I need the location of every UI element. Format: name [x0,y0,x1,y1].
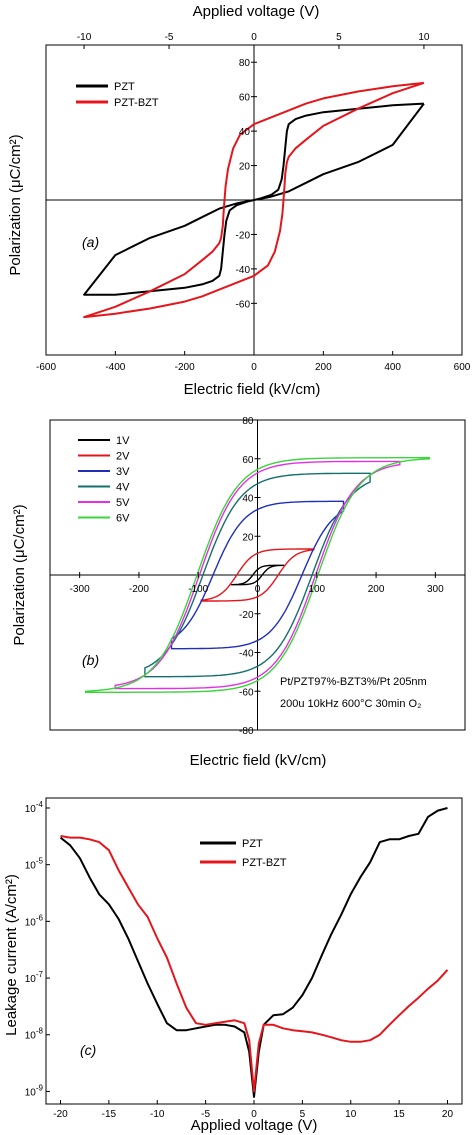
panel-b-series-loop-3v [170,500,345,650]
panel-b-y-tick-label: -40 [239,649,254,660]
panel-c-x-tick-label: -10 [150,1109,165,1120]
panel-b-series [84,457,431,693]
panel-a-y-tick-label: -20 [236,230,251,241]
panel-b-y-tick-label: 60 [242,455,254,466]
panel-c-y-tick-label: 10-6 [25,913,44,928]
panel-b-y-tick-label: -80 [239,726,254,737]
panel-a-label: (a) [82,234,99,250]
panel-a-x-tick-label: 0 [251,362,257,373]
panel-a-y-tick-label: 20 [239,162,251,173]
panel-b-y-ticks: -80 -60 -40 -20 20 40 60 80 [239,416,261,737]
panel-b-legend-label-4v: 4V [116,482,130,494]
panel-b-legend-label-1v: 1V [116,435,130,447]
panel-c-y-ticks: 10-9 10-8 10-7 10-6 10-5 10-4 [25,800,50,1098]
panel-b-x-ticks: -300 -200 -100 0 100 200 300 [70,572,444,595]
panel-b-y-tick-label: -20 [239,610,254,621]
panel-b-x-axis-label: Electric field (kV/cm) [190,752,327,769]
panel-c-y-tick-label: 10-9 [25,1083,44,1098]
panel-b-y-tick-label: 40 [242,494,254,505]
panel-b-x-tick-label: 300 [427,584,444,595]
panel-b-legend-label-3v: 3V [116,466,130,478]
panel-a-y-ticks: -60 -40 -20 20 40 60 80 [236,58,257,310]
panel-b-y-axis-label: Polarization (μC/cm²) [11,504,28,645]
panel-c-y-axis-label: Leakage current (A/cm²) [3,874,20,1036]
panel-c-y-tick-label: 10-4 [25,800,44,815]
panel-a-y-axis-label: Polarization (μC/cm²) [7,134,24,275]
panel-a-top-tick-label: -5 [165,32,174,43]
panel-b-x-tick-label: -200 [129,584,149,595]
panel-b-x-tick-label: 0 [255,584,261,595]
panel-b-series-loop-1v [230,564,285,586]
panel-c-legend-label-pzt-bzt: PZT-BZT [242,857,287,869]
panel-a-x-tick-label: -200 [175,362,195,373]
panel-a-x-ticks: -600 -400 -200 0 200 400 600 [36,351,471,373]
panel-c-legend-label-pzt: PZT [242,838,263,850]
panel-c-series-line-pzt-bzt [60,835,449,1093]
panel-c-series [59,807,449,1098]
panel-b-x-tick-label: 100 [308,584,325,595]
panel-a-y-tick-label: -60 [236,299,251,310]
panel-b-annotation-line-1: Pt/PZT97%-BZT3%/Pt 205nm [280,676,427,688]
panel-c-series-line-pzt [59,807,448,1098]
panel-b-x-tick-label: -300 [70,584,90,595]
panel-a-x-tick-label: -400 [105,362,125,373]
panel-a-y-tick-label: 60 [239,93,251,104]
panel-a-legend-label-pzt-bzt: PZT-BZT [114,97,159,109]
panel-b: -300 -200 -100 0 100 200 300 -80 -60 -40 -20 20 40 6… [11,416,466,769]
panel-a-x-tick-label: 200 [315,362,332,373]
panel-a-legend: PZT PZT-BZT [76,81,159,109]
panel-a-top-tick-label: -10 [77,32,92,43]
panel-c-x-tick-label: -5 [201,1109,210,1120]
panel-a-top-tick-label: 5 [336,32,342,43]
panel-b-legend-label-5v: 5V [116,497,130,509]
panel-a-x-tick-label: 600 [454,362,471,373]
panel-a-series-line-pzt-bzt [83,81,425,319]
panel-a-series [83,81,425,319]
panel-c-x-tick-label: -15 [102,1109,117,1120]
panel-b-series-loop-6v [84,457,431,693]
panel-c-x-tick-label: 15 [394,1109,406,1120]
panel-c-y-tick-label: 10-7 [25,970,44,985]
panel-a-x-tick-label: 400 [384,362,401,373]
panel-b-legend: 1V 2V 3V 4V 5V 6V [78,435,130,525]
panel-c-x-tick-label: 0 [251,1109,257,1120]
panel-c-y-tick-label: 10-8 [25,1027,44,1042]
panel-b-y-tick-label: 20 [242,532,254,543]
panel-c-x-ticks: -20 -15 -10 -5 0 5 10 15 20 [53,1100,453,1120]
panel-a-y-tick-label: -40 [236,265,251,276]
panel-c-x-tick-label: 10 [345,1109,357,1120]
panel-a: -600 -400 -200 0 200 400 600 -10 -5 0 5 10 -60-40-… [7,3,471,398]
panel-a-y-tick-label: 40 [239,127,251,138]
panel-b-legend-label-2v: 2V [116,451,130,463]
panel-c-x-tick-label: -20 [53,1109,68,1120]
panel-b-label: (b) [82,652,99,668]
panel-b-x-tick-label: 200 [368,584,385,595]
panel-b-y-tick-label: -60 [239,687,254,698]
panel-c-label: (c) [80,1042,96,1058]
panel-a-x-axis-label: Electric field (kV/cm) [184,381,321,398]
panel-c-legend: PZT PZT-BZT [200,838,287,869]
panel-b-series-loop-4v [144,472,371,678]
panel-c-x-axis-label: Applied voltage (V) [191,1117,318,1134]
panel-b-y-tick-label: 80 [242,416,254,427]
panel-a-top-ticks: -10 -5 0 5 10 [77,32,430,49]
panel-c-x-tick-label: 5 [300,1109,306,1120]
panel-a-top-axis-label: Applied voltage (V) [193,3,320,20]
panel-c: -20 -15 -10 -5 0 5 10 15 20 10-9 10-8 10-7 10-6 10-5… [3,797,463,1134]
panel-a-top-tick-label: 10 [418,32,430,43]
panel-b-annotation-line-2: 200u 10kHz 600°C 30min O₂ [280,698,421,710]
panel-a-y-tick-label: 80 [239,58,251,69]
panel-a-legend-label-pzt: PZT [114,81,135,93]
panel-a-series-line-pzt [83,102,425,296]
panel-b-legend-label-6v: 6V [116,513,130,525]
panel-c-y-tick-label: 10-5 [25,857,44,872]
panel-b-x-tick-label: -100 [188,584,208,595]
panel-a-top-tick-label: 0 [251,32,257,43]
panel-a-x-tick-label: -600 [36,362,56,373]
panel-c-x-tick-label: 20 [442,1109,454,1120]
